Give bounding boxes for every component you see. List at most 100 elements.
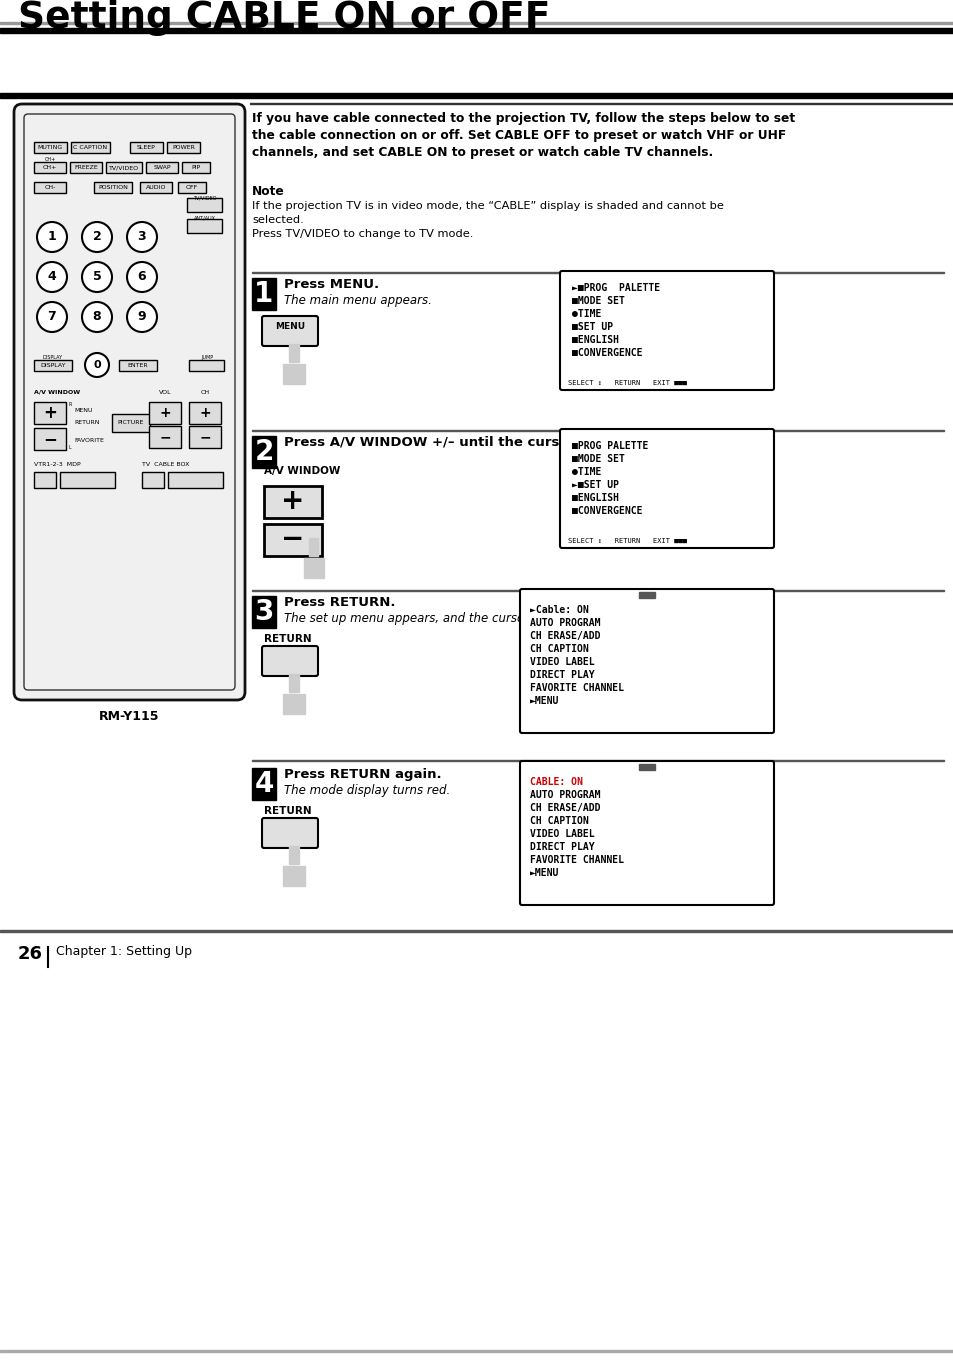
Text: MENU: MENU <box>74 408 92 413</box>
Bar <box>282 364 304 384</box>
FancyBboxPatch shape <box>519 589 773 733</box>
Text: Press RETURN again.: Press RETURN again. <box>284 767 441 781</box>
Bar <box>0 93 953 98</box>
FancyBboxPatch shape <box>559 271 773 390</box>
Bar <box>34 360 71 371</box>
Circle shape <box>82 303 112 333</box>
Text: 4: 4 <box>254 770 274 797</box>
Text: TV  CABLE BOX: TV CABLE BOX <box>142 462 190 468</box>
Circle shape <box>37 262 67 292</box>
Bar <box>182 162 210 173</box>
Text: ■MODE SET: ■MODE SET <box>572 296 624 307</box>
Text: JUMP: JUMP <box>201 354 213 360</box>
Text: The main menu appears.: The main menu appears. <box>284 294 432 307</box>
Text: −: − <box>199 429 211 444</box>
Text: DIRECT PLAY: DIRECT PLAY <box>530 842 594 852</box>
Text: +: + <box>281 487 304 515</box>
Text: 9: 9 <box>137 311 146 323</box>
Text: TV/VIDEO: TV/VIDEO <box>109 165 139 170</box>
Text: ●TIME: ●TIME <box>572 468 600 477</box>
Text: OFF: OFF <box>186 185 198 189</box>
Text: ►MENU: ►MENU <box>530 696 558 706</box>
Text: SELECT ↕   RETURN   EXIT ■■■: SELECT ↕ RETURN EXIT ■■■ <box>567 538 686 544</box>
Text: FREEZE: FREEZE <box>74 165 98 170</box>
Text: channels, and set CABLE ON to preset or watch cable TV channels.: channels, and set CABLE ON to preset or … <box>252 146 713 159</box>
Bar <box>282 866 304 886</box>
Text: RETURN: RETURN <box>74 420 99 425</box>
Text: −: − <box>159 429 171 444</box>
Text: TV/VIDEO: TV/VIDEO <box>193 195 216 200</box>
Bar <box>94 183 132 194</box>
Text: VIDEO LABEL: VIDEO LABEL <box>530 657 594 667</box>
Text: Press TV/VIDEO to change to TV mode.: Press TV/VIDEO to change to TV mode. <box>252 229 473 239</box>
Text: VTR1-2-3  MDP: VTR1-2-3 MDP <box>34 462 81 468</box>
Text: 3: 3 <box>137 230 146 244</box>
Text: ►■SET UP: ►■SET UP <box>572 480 618 491</box>
Bar <box>0 22 953 25</box>
Bar <box>187 198 222 213</box>
Circle shape <box>37 303 67 333</box>
Bar <box>189 402 221 424</box>
Text: The mode display turns red.: The mode display turns red. <box>284 784 450 797</box>
Text: 1: 1 <box>254 279 274 308</box>
Text: DISPLAY: DISPLAY <box>40 363 66 368</box>
Bar <box>252 436 275 468</box>
Text: +: + <box>43 403 57 423</box>
Text: C CAPTION: C CAPTION <box>73 144 108 150</box>
Text: Press MENU.: Press MENU. <box>284 278 378 290</box>
Text: POSITION: POSITION <box>98 185 128 189</box>
Text: Setting CABLE ON or OFF: Setting CABLE ON or OFF <box>18 0 550 35</box>
Text: R: R <box>69 402 72 408</box>
Text: CH-: CH- <box>44 185 55 189</box>
Bar <box>130 142 163 153</box>
FancyBboxPatch shape <box>262 818 317 848</box>
Text: AUTO PROGRAM: AUTO PROGRAM <box>530 617 599 628</box>
Bar <box>250 102 953 104</box>
Text: ■PROG PALETTE: ■PROG PALETTE <box>572 442 648 451</box>
Text: Press RETURN.: Press RETURN. <box>284 596 395 609</box>
Bar <box>252 596 275 628</box>
Text: DIRECT PLAY: DIRECT PLAY <box>530 671 594 680</box>
Text: MUTING: MUTING <box>38 144 63 150</box>
Text: AUDIO: AUDIO <box>146 185 166 189</box>
Text: 3: 3 <box>254 598 274 626</box>
Bar <box>149 427 181 448</box>
Bar <box>34 162 66 173</box>
Bar <box>149 402 181 424</box>
Text: If the projection TV is in video mode, the “CABLE” display is shaded and cannot : If the projection TV is in video mode, t… <box>252 200 723 211</box>
Circle shape <box>127 303 157 333</box>
Text: RETURN: RETURN <box>264 634 312 643</box>
Bar <box>17 112 242 711</box>
Text: 2: 2 <box>254 438 274 466</box>
Bar <box>189 360 224 371</box>
Text: FAVORITE CHANNEL: FAVORITE CHANNEL <box>530 683 623 692</box>
Text: RETURN: RETURN <box>264 806 312 816</box>
Text: 4: 4 <box>48 270 56 284</box>
Text: +: + <box>199 406 211 420</box>
Bar <box>189 427 221 448</box>
Text: A/V WINDOW: A/V WINDOW <box>264 466 340 476</box>
Text: ►MENU: ►MENU <box>530 868 558 878</box>
Text: RM-Y115: RM-Y115 <box>99 710 159 722</box>
Text: 8: 8 <box>92 311 101 323</box>
Bar <box>639 765 655 770</box>
Text: SLEEP: SLEEP <box>137 144 155 150</box>
Text: ■CONVERGENCE: ■CONVERGENCE <box>572 506 641 517</box>
Bar <box>309 538 317 556</box>
Text: CH ERASE/ADD: CH ERASE/ADD <box>530 631 599 641</box>
Bar <box>34 402 66 424</box>
Text: 26: 26 <box>18 945 43 964</box>
Bar <box>639 592 655 598</box>
Bar <box>70 162 102 173</box>
FancyBboxPatch shape <box>14 104 245 701</box>
Text: Note: Note <box>252 185 284 198</box>
Bar <box>34 183 66 194</box>
Text: POWER: POWER <box>172 144 194 150</box>
Text: AUTO PROGRAM: AUTO PROGRAM <box>530 791 599 800</box>
Bar <box>119 360 157 371</box>
Circle shape <box>37 222 67 252</box>
Bar <box>187 219 222 233</box>
Bar <box>112 414 150 432</box>
Bar <box>0 29 953 33</box>
Bar <box>252 278 275 309</box>
